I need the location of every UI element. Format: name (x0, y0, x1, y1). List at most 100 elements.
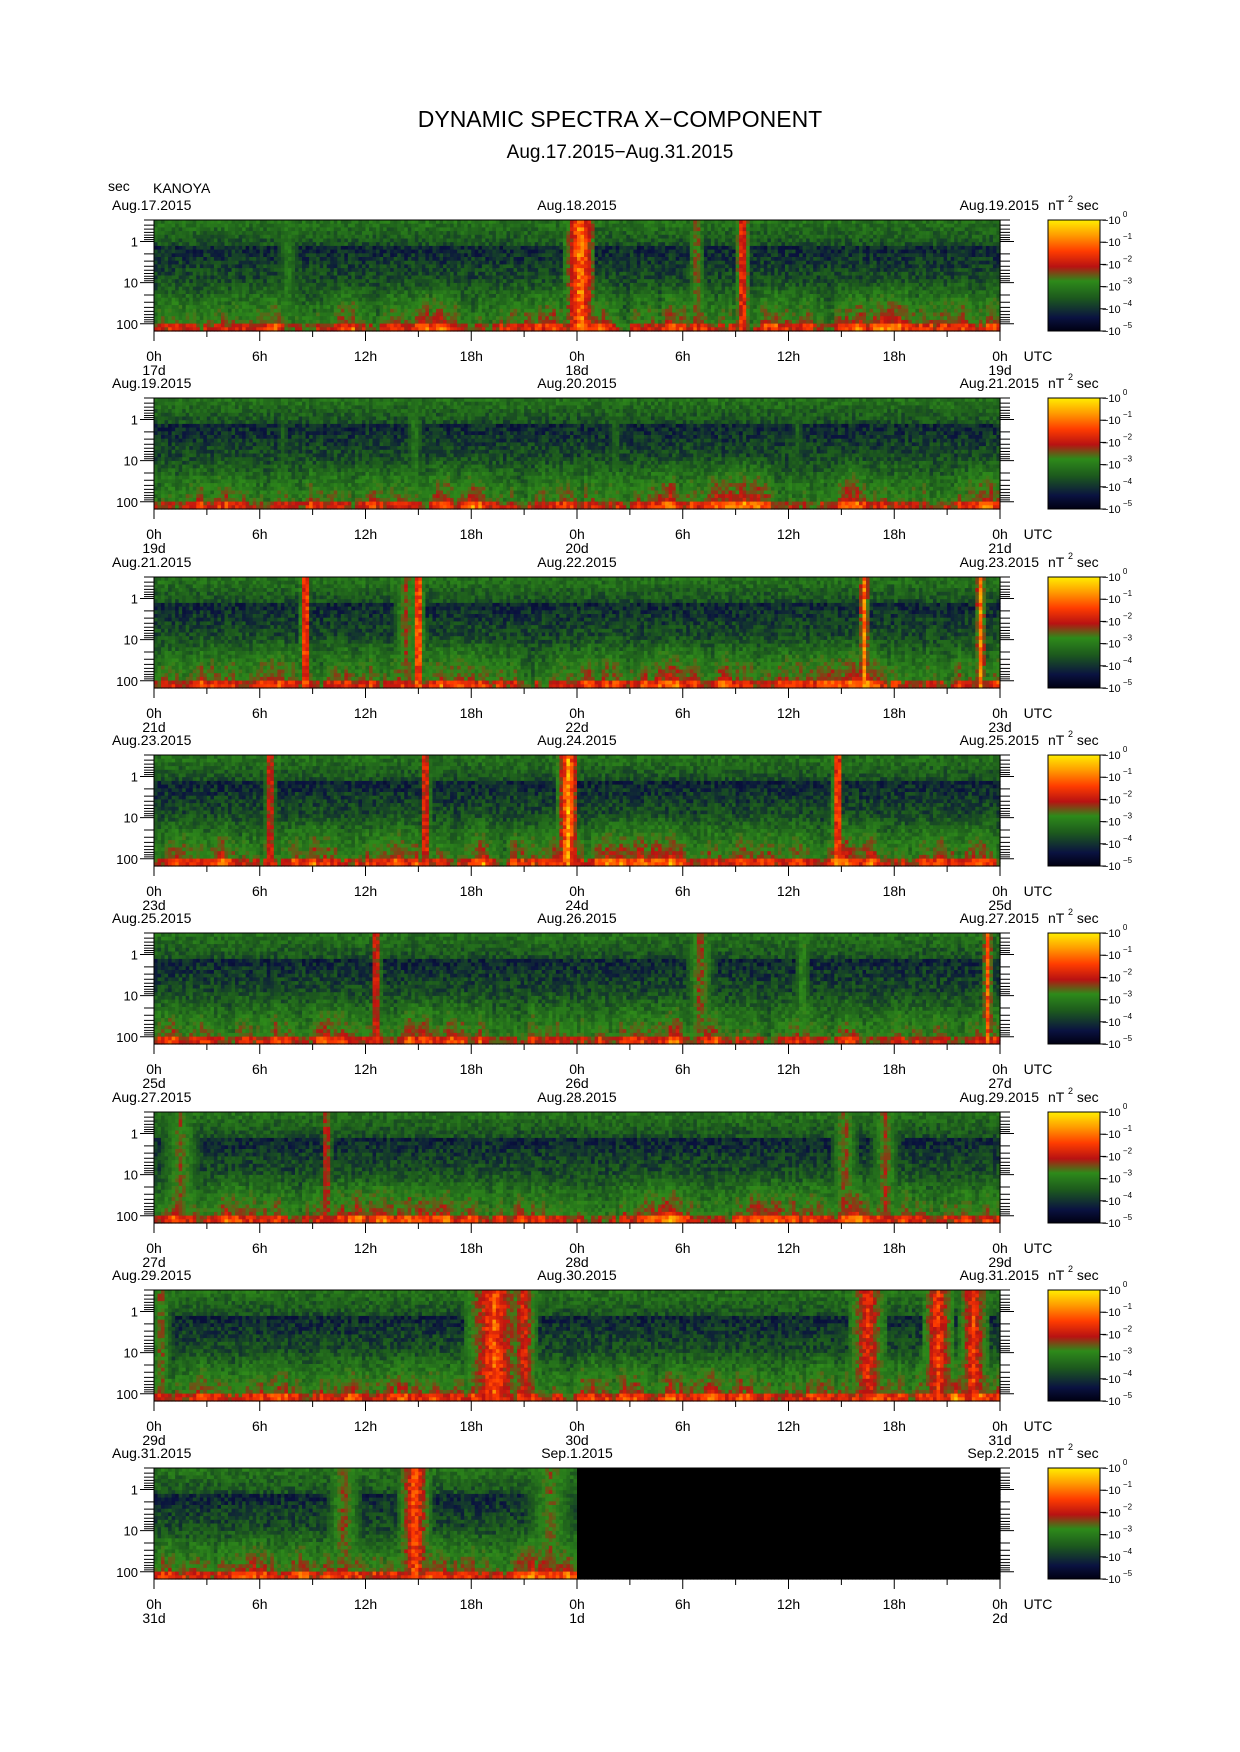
spectrogram-cell (337, 224, 341, 228)
spectrogram-cell (260, 283, 264, 287)
spectrogram-cell (316, 264, 320, 268)
spectrogram-cell (217, 235, 221, 239)
spectrogram-cell (221, 246, 225, 250)
spectrogram-cell (203, 287, 207, 291)
spectrogram-cell (373, 253, 377, 257)
spectrogram-cell (246, 235, 250, 239)
spectrogram-cell (203, 231, 207, 235)
spectrogram-cell (320, 246, 324, 250)
spectrogram-cell (320, 305, 324, 309)
spectrogram-cell (221, 242, 225, 246)
spectrogram-cell (362, 257, 366, 261)
spectrogram-cell (249, 242, 253, 246)
spectrogram-cell (376, 224, 380, 228)
spectrogram-cell (369, 220, 373, 224)
spectrogram-cell (334, 250, 338, 254)
spectrogram-cell (210, 294, 214, 298)
spectrogram-cell (246, 276, 250, 280)
spectrogram-cell (306, 301, 310, 305)
spectrogram-cell (383, 253, 387, 257)
spectrogram-cell (263, 276, 267, 280)
spectrogram-cell (210, 283, 214, 287)
spectrogram-cell (207, 242, 211, 246)
spectrogram-cell (316, 235, 320, 239)
spectrogram-cell (327, 276, 331, 280)
spectrogram-cell (334, 305, 338, 309)
spectrogram-cell (348, 250, 352, 254)
spectrogram-cell (355, 279, 359, 283)
spectrogram-cell (387, 220, 391, 224)
spectrogram-cell (242, 246, 246, 250)
spectrogram-cell (323, 294, 327, 298)
spectrogram-cell (186, 313, 190, 317)
spectrogram-cell (373, 309, 377, 313)
spectrogram-cell (383, 242, 387, 246)
spectrogram-cell (200, 227, 204, 231)
spectrogram-cell (249, 246, 253, 250)
spectrogram-cell (235, 272, 239, 276)
spectrogram-cell (154, 305, 158, 309)
spectrogram-cell (284, 257, 288, 261)
spectrogram-cell (263, 283, 267, 287)
spectrogram-cell (383, 224, 387, 228)
spectrogram-cell (362, 301, 366, 305)
spectrogram-cell (260, 235, 264, 239)
spectrogram-cell (291, 301, 295, 305)
spectrogram-cell (274, 309, 278, 313)
spectrogram-cell (284, 301, 288, 305)
spectrogram-cell (172, 301, 176, 305)
spectrogram-cell (277, 253, 281, 257)
spectrogram-cell (189, 272, 193, 276)
spectrogram-cell (327, 313, 331, 317)
spectrogram-cell (235, 276, 239, 280)
spectrogram-cell (253, 250, 257, 254)
spectrogram-cell (341, 272, 345, 276)
spectrogram-cell (330, 253, 334, 257)
spectrogram-cell (267, 294, 271, 298)
spectrogram-cell (225, 298, 229, 302)
spectrogram-cell (189, 246, 193, 250)
spectrogram-cell (217, 261, 221, 265)
spectrogram-cell (239, 316, 243, 320)
spectrogram-cell (291, 264, 295, 268)
spectrogram-cell (186, 264, 190, 268)
spectrogram-cell (179, 320, 183, 324)
spectrogram-cell (235, 301, 239, 305)
spectrogram-cell (189, 227, 193, 231)
spectrogram-cell (369, 294, 373, 298)
spectrogram-cell (165, 264, 169, 268)
spectrogram-cell (295, 235, 299, 239)
spectrogram-cell (390, 231, 394, 235)
spectrogram-cell (341, 287, 345, 291)
spectrogram-cell (249, 272, 253, 276)
spectrogram-cell (239, 287, 243, 291)
spectrogram-cell (246, 290, 250, 294)
spectrogram-cell (316, 294, 320, 298)
spectrogram-cell (291, 253, 295, 257)
spectrogram-cell (334, 298, 338, 302)
spectrogram-cell (327, 239, 331, 243)
spectrogram-cell (193, 320, 197, 324)
spectrogram-cell (362, 279, 366, 283)
spectrogram-cell (172, 257, 176, 261)
spectrogram-cell (295, 224, 299, 228)
spectrogram-cell (232, 294, 236, 298)
spectrogram-cell (165, 324, 169, 328)
spectrogram-cell (369, 227, 373, 231)
spectrogram-cell (239, 309, 243, 313)
spectrogram-cell (302, 257, 306, 261)
spectrogram-cell (196, 272, 200, 276)
spectrogram-cell (327, 294, 331, 298)
spectrogram-cell (316, 257, 320, 261)
spectrogram-cell (351, 261, 355, 265)
spectrogram-cell (316, 272, 320, 276)
spectrogram-cell (320, 264, 324, 268)
spectrogram-cell (362, 268, 366, 272)
spectrogram-cell (207, 283, 211, 287)
spectrogram-cell (267, 298, 271, 302)
spectrogram-cell (221, 279, 225, 283)
spectrogram-cell (376, 309, 380, 313)
spectrogram-cell (369, 250, 373, 254)
spectrogram-cell (253, 264, 257, 268)
spectrogram-cell (165, 316, 169, 320)
